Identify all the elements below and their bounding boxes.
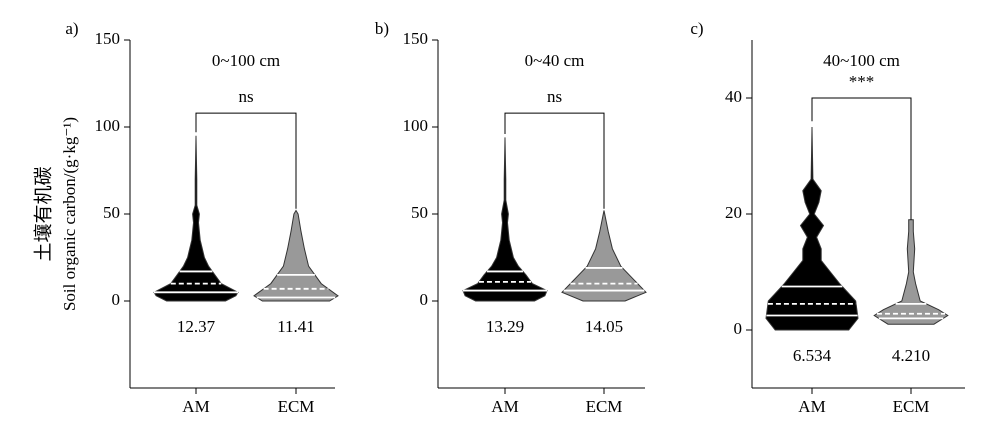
significance-label: *** — [849, 72, 875, 91]
significance-label: ns — [238, 87, 253, 106]
y-tick-label: 0 — [734, 319, 743, 338]
y-axis-label: Soil organic carbon/(g·kg⁻¹) — [60, 117, 79, 311]
mean-label: 4.210 — [892, 346, 930, 365]
significance-bracket — [504, 112, 605, 209]
violin — [253, 209, 339, 302]
y-tick-label: 150 — [95, 29, 121, 48]
violin — [462, 137, 548, 302]
x-tick-label: ECM — [586, 397, 623, 416]
y-tick-label: 150 — [403, 29, 429, 48]
mean-label: 6.534 — [793, 346, 832, 365]
panel-title: 40~100 cm — [823, 51, 900, 70]
violin — [561, 210, 647, 302]
violin — [153, 135, 239, 302]
panel-label: c) — [690, 19, 703, 38]
panel-label: b) — [375, 19, 389, 38]
y-tick-label: 40 — [725, 87, 742, 106]
y-tick-label: 0 — [420, 290, 429, 309]
mean-label: 11.41 — [277, 317, 315, 336]
x-tick-label: AM — [182, 397, 209, 416]
significance-bracket — [195, 112, 297, 209]
violin — [873, 219, 949, 325]
panel-title: 0~40 cm — [525, 51, 585, 70]
x-tick-label: ECM — [278, 397, 315, 416]
significance-bracket — [811, 97, 912, 220]
panel-label: a) — [65, 19, 78, 38]
y-tick-label: 50 — [103, 203, 120, 222]
y-tick-label: 20 — [725, 203, 742, 222]
panel-title: 0~100 cm — [212, 51, 280, 70]
x-tick-label: AM — [491, 397, 518, 416]
mean-label: 14.05 — [585, 317, 623, 336]
significance-label: ns — [547, 87, 562, 106]
mean-label: 12.37 — [177, 317, 216, 336]
x-tick-label: ECM — [893, 397, 930, 416]
x-tick-label: AM — [798, 397, 825, 416]
mean-label: 13.29 — [486, 317, 524, 336]
y-axis-label: 土壤有机碳 — [32, 166, 54, 261]
violin — [765, 126, 859, 331]
y-tick-label: 100 — [95, 116, 121, 135]
y-tick-label: 0 — [112, 290, 121, 309]
y-tick-label: 50 — [411, 203, 428, 222]
y-tick-label: 100 — [403, 116, 429, 135]
